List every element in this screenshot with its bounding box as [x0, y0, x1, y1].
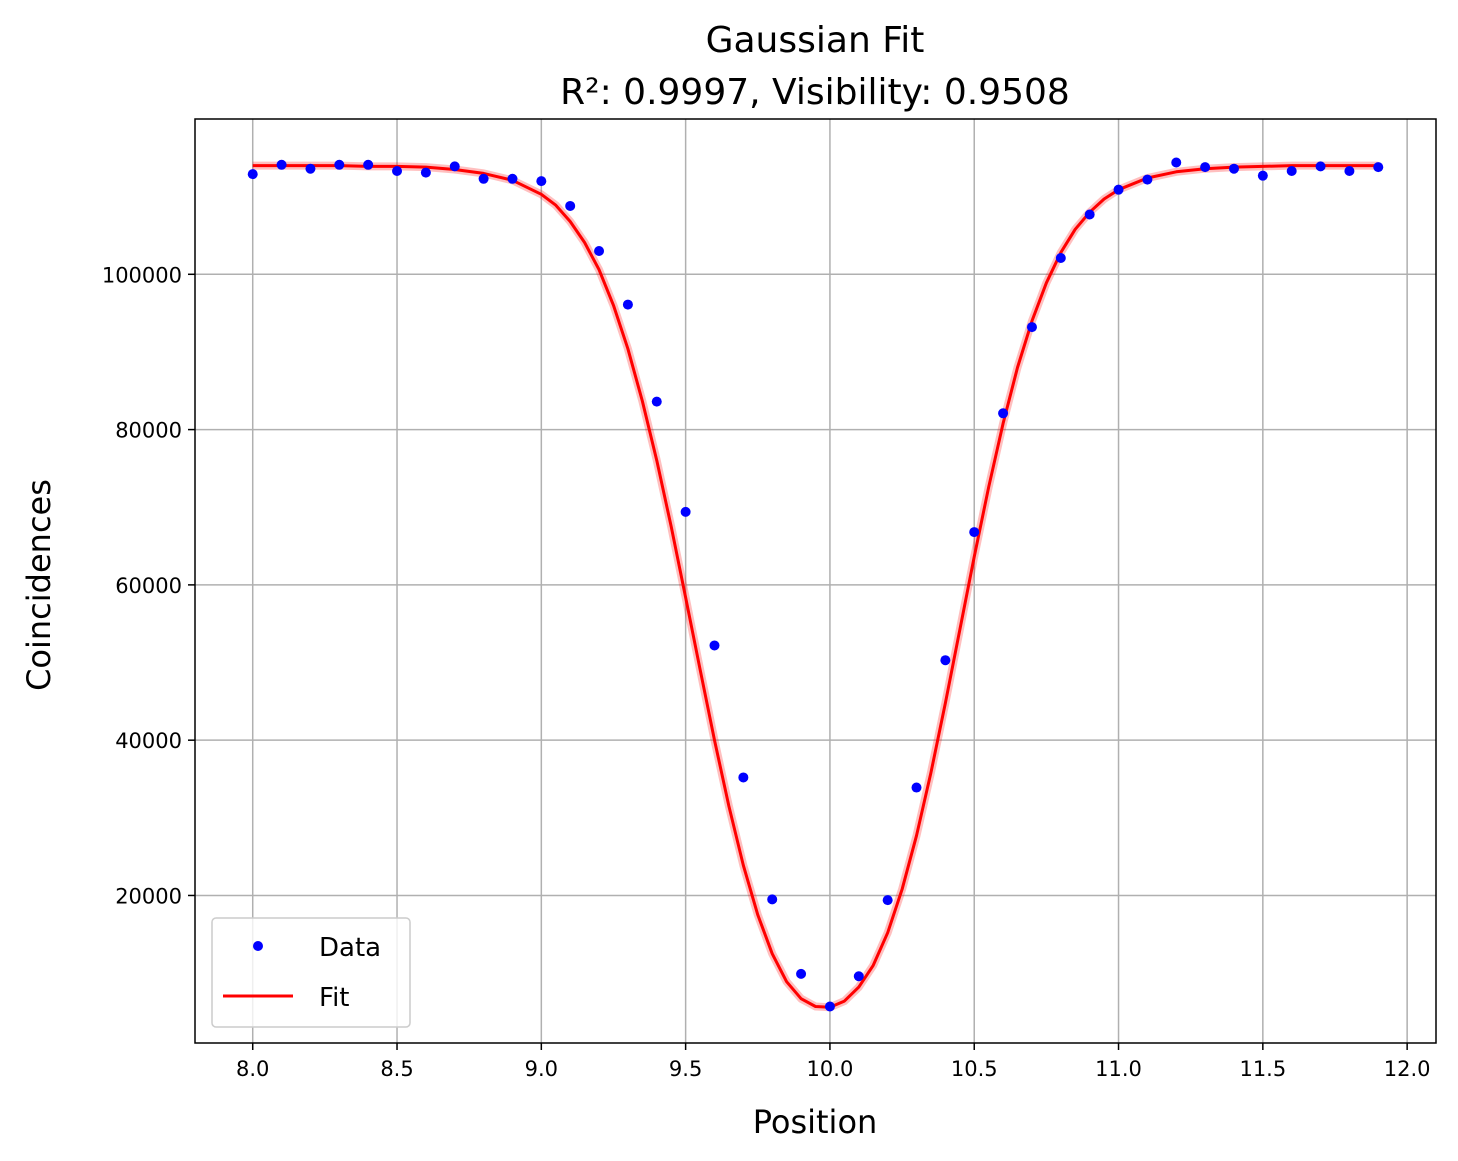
y-tick-label: 20000	[115, 884, 182, 908]
fit-curve-layer	[252, 161, 1379, 1012]
data-point	[1026, 322, 1037, 333]
y-tick-label: 100000	[102, 263, 182, 287]
data-point	[305, 163, 316, 174]
x-tick-label: 9.0	[525, 1057, 558, 1081]
data-point	[1286, 166, 1297, 177]
data-point	[622, 299, 633, 310]
data-point	[276, 159, 287, 170]
data-point	[1373, 162, 1384, 173]
x-tick-label: 11.5	[1239, 1057, 1286, 1081]
y-axis-label: Coincidences	[20, 479, 58, 691]
y-tick-label: 80000	[115, 419, 182, 443]
data-point	[1084, 209, 1095, 220]
data-point	[1228, 163, 1239, 174]
data-point	[1171, 157, 1182, 168]
x-axis-label: Position	[753, 1103, 878, 1141]
data-point	[1200, 162, 1211, 173]
data-point	[824, 1001, 835, 1012]
x-tick-label: 12.0	[1384, 1057, 1431, 1081]
y-axis-ticks: 20000 40000 60000 80000 100000	[102, 263, 195, 908]
chart-subtitle: R²: 0.9997, Visibility: 0.9508	[560, 72, 1070, 113]
data-point	[1055, 252, 1066, 263]
data-point	[478, 173, 489, 184]
data-point	[1142, 174, 1153, 185]
data-point	[911, 782, 922, 793]
data-point	[536, 176, 547, 187]
data-point	[969, 527, 980, 538]
legend-fit-label: Fit	[319, 983, 349, 1013]
data-point	[853, 971, 864, 982]
legend-data-marker	[253, 941, 263, 951]
data-point	[420, 167, 431, 178]
data-point	[392, 166, 403, 177]
data-point	[738, 772, 749, 783]
data-point	[709, 640, 720, 651]
data-point	[1113, 184, 1124, 195]
data-point	[1315, 161, 1326, 172]
x-tick-label: 10.0	[807, 1057, 854, 1081]
y-tick-label: 60000	[115, 574, 182, 598]
data-point	[334, 159, 345, 170]
data-point	[651, 396, 662, 407]
y-tick-label: 40000	[115, 729, 182, 753]
data-point	[363, 159, 374, 170]
data-point	[1257, 170, 1268, 181]
x-tick-label: 11.0	[1095, 1057, 1142, 1081]
x-axis-ticks: 8.0 8.5 9.0 9.5 10.0 10.5 11.0 11.5 12.0	[236, 1043, 1431, 1081]
data-point	[565, 200, 576, 211]
data-point	[882, 895, 893, 906]
legend: Data Fit	[211, 917, 411, 1028]
x-tick-label: 10.5	[951, 1057, 998, 1081]
data-point	[594, 246, 605, 256]
data-point	[680, 506, 691, 517]
data-points-layer	[247, 157, 1384, 1012]
grid	[195, 119, 1436, 1043]
data-point	[767, 894, 778, 905]
data-point	[1344, 166, 1355, 177]
data-point	[449, 161, 460, 172]
legend-data-label: Data	[319, 933, 381, 963]
data-point	[940, 655, 951, 666]
plot-frame	[194, 118, 1437, 1044]
data-point	[247, 169, 258, 180]
data-point	[507, 173, 518, 184]
x-tick-label: 8.5	[380, 1057, 413, 1081]
chart-title: Gaussian Fit	[706, 20, 925, 61]
x-tick-label: 8.0	[236, 1057, 269, 1081]
data-point	[998, 408, 1009, 419]
data-point	[796, 968, 807, 979]
x-tick-label: 9.5	[669, 1057, 702, 1081]
fit-line	[252, 164, 1379, 1009]
